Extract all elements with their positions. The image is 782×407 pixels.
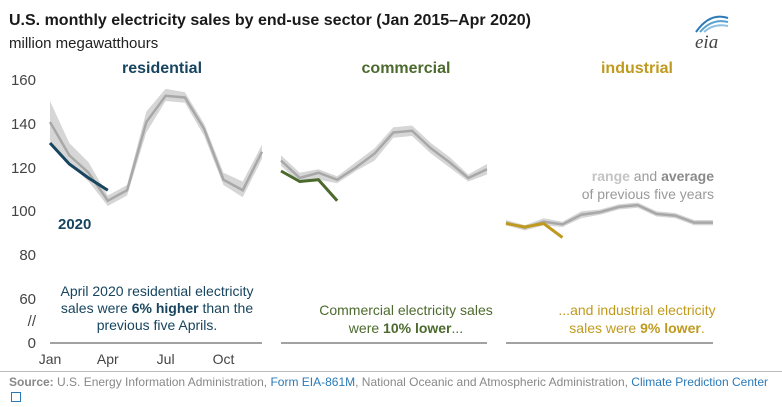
x-tick-label: Jul bbox=[157, 351, 175, 367]
y-tick-label: 80 bbox=[19, 247, 36, 264]
source-divider bbox=[0, 371, 782, 372]
annotation-text: were bbox=[348, 320, 383, 336]
industrial-range-band bbox=[506, 202, 713, 231]
legend-line-1: range and average bbox=[592, 168, 714, 184]
chart-subtitle: million megawatthours bbox=[9, 35, 159, 52]
eia-logo-arcs-icon bbox=[695, 15, 729, 33]
commercial-panel-title: commercial bbox=[362, 60, 451, 77]
legend-term: range bbox=[592, 168, 630, 184]
external-link-icon bbox=[11, 392, 21, 402]
commercial-annotation-line-2: were 10% lower... bbox=[348, 320, 463, 336]
source-link-form-eia-861m[interactable]: Form EIA-861M bbox=[270, 375, 356, 389]
legend-term: and bbox=[630, 168, 661, 184]
y-tick-label: // bbox=[28, 313, 37, 330]
eia-logo[interactable]: eia bbox=[688, 10, 736, 53]
annotation-highlight: 10% lower bbox=[383, 320, 452, 336]
source-text-1: U.S. Energy Information Administration, bbox=[53, 375, 271, 389]
commercial-2020-line bbox=[280, 169, 339, 202]
chart-title: U.S. monthly electricity sales by end-us… bbox=[9, 12, 531, 29]
y-tick-label: 60 bbox=[19, 291, 36, 308]
commercial-average-line bbox=[280, 129, 488, 182]
annotation-text: ... bbox=[452, 320, 464, 336]
legend-term: average bbox=[661, 168, 714, 184]
residential-range-band bbox=[50, 88, 262, 206]
residential-2020-line bbox=[48, 141, 109, 192]
annotation-highlight: 6% higher bbox=[132, 300, 199, 316]
residential-annotation-line-1: April 2020 residential electricity bbox=[61, 283, 254, 299]
residential-annotation-line-3: previous five Aprils. bbox=[97, 317, 218, 333]
y-tick-label: 0 bbox=[28, 335, 36, 352]
industrial-panel-title: industrial bbox=[601, 60, 673, 77]
industrial-2020-line bbox=[505, 221, 564, 239]
legend-line-2: of previous five years bbox=[582, 186, 714, 202]
source-label: Source: bbox=[9, 375, 54, 389]
source-text-2: , National Oceanic and Atmospheric Admin… bbox=[355, 375, 632, 389]
series-label-2020: 2020 bbox=[58, 216, 91, 233]
annotation-text: than the bbox=[199, 300, 254, 316]
industrial-annotation-line-1: ...and industrial electricity bbox=[558, 302, 715, 318]
y-tick-label: 100 bbox=[11, 203, 36, 220]
eia-logo-text: eia bbox=[695, 32, 719, 53]
annotation-text: sales were bbox=[569, 320, 640, 336]
y-tick-label: 140 bbox=[11, 116, 36, 133]
chart-area: 160 140 120 100 80 60 // 0 residential April 2020… bbox=[11, 60, 716, 367]
source-note: Source: U.S. Energy Information Administ… bbox=[9, 375, 779, 405]
annotation-text: sales were bbox=[61, 300, 132, 316]
source-link-climate-prediction-center[interactable]: Climate Prediction Center bbox=[631, 375, 769, 389]
y-tick-label: 120 bbox=[11, 160, 36, 177]
industrial-annotation-line-2: sales were 9% lower. bbox=[569, 320, 704, 336]
annotation-highlight: 9% lower bbox=[640, 320, 701, 336]
x-tick-label: Jan bbox=[39, 351, 62, 367]
y-tick-label: 160 bbox=[11, 72, 36, 89]
residential-average-line bbox=[48, 94, 264, 203]
residential-panel-title: residential bbox=[122, 60, 202, 77]
annotation-text: . bbox=[701, 320, 705, 336]
residential-annotation-line-2: sales were 6% higher than the bbox=[61, 300, 253, 316]
x-tick-label: Oct bbox=[213, 351, 235, 367]
x-tick-label: Apr bbox=[97, 351, 119, 367]
commercial-annotation-line-1: Commercial electricity sales bbox=[319, 302, 492, 318]
